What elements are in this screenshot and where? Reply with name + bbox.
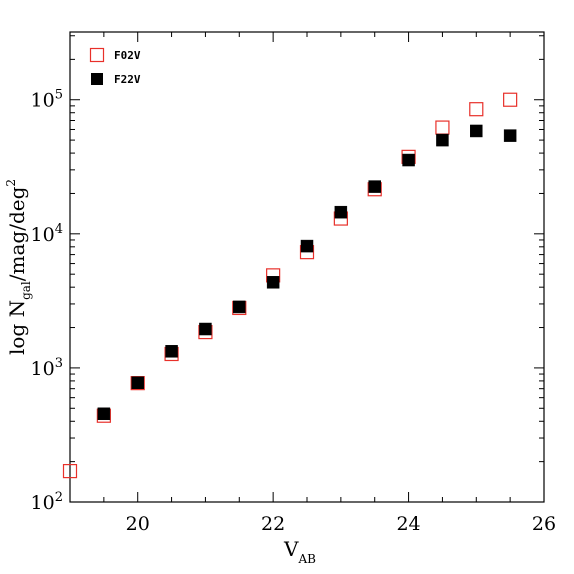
axis-ticks [69, 32, 545, 503]
y-tick-labels: 102 103 104 105 [31, 88, 63, 514]
y-tick-label: 104 [31, 222, 63, 246]
data-points [62, 92, 518, 479]
f22v-point [131, 376, 144, 390]
x-tick-label: 20 [126, 513, 150, 535]
f22v-point [470, 124, 483, 138]
f22v-point [199, 322, 212, 336]
f02v-point [503, 92, 518, 107]
x-tick-label: 22 [261, 513, 285, 535]
legend-marker-f22v [91, 73, 103, 85]
legend: F02V F22V [89, 47, 141, 86]
f02v-point [469, 102, 484, 117]
f22v-point [436, 133, 449, 147]
f22v-point [503, 129, 517, 142]
f22v-point [368, 180, 381, 193]
f22v-point [300, 239, 314, 253]
f22v-point [233, 300, 246, 314]
f22v-point [266, 276, 280, 289]
y-tick-label: 102 [31, 490, 63, 514]
y-axis-label: log Ngal/mag/deg2 [4, 179, 33, 355]
y-tick-label: 105 [31, 88, 63, 112]
f02v-point [435, 120, 450, 135]
legend-label-f22v: F22V [114, 73, 141, 86]
f22v-point [165, 345, 178, 358]
f02v-point [62, 463, 78, 479]
x-tick-labels: 20 22 24 26 [126, 513, 556, 535]
x-tick-label: 26 [532, 513, 556, 535]
legend-label-f02v: F02V [114, 49, 141, 62]
f22v-point [402, 153, 415, 167]
legend-marker-f02v [89, 47, 105, 63]
f22v-point [334, 205, 348, 219]
x-axis-label: VAB [283, 537, 316, 566]
x-tick-label: 24 [396, 513, 420, 535]
y-tick-label: 103 [31, 356, 63, 380]
f22v-point [97, 407, 111, 421]
